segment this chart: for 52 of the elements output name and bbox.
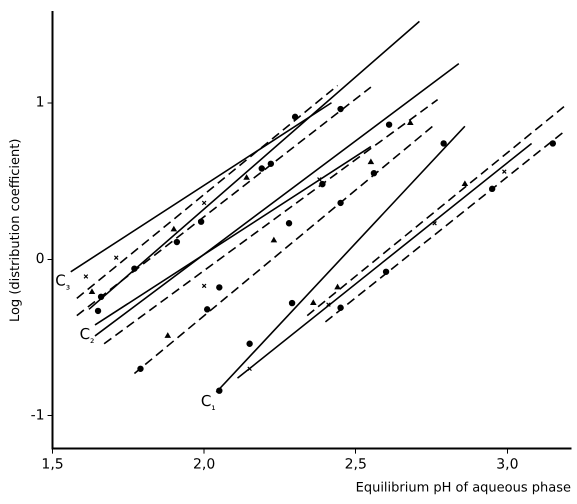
point xyxy=(488,186,496,192)
point xyxy=(550,140,556,147)
x-tick-label: 2,5 xyxy=(344,456,367,473)
y-tick-label: -1 xyxy=(30,407,45,424)
point xyxy=(89,288,95,294)
x-axis-title: Equilibrium pH of aqueous phase xyxy=(356,480,571,496)
point xyxy=(334,284,340,290)
point xyxy=(462,180,468,186)
point xyxy=(246,340,253,347)
point xyxy=(316,177,322,182)
point xyxy=(337,106,344,112)
point xyxy=(386,121,392,128)
point xyxy=(170,226,177,232)
point xyxy=(502,169,507,174)
point xyxy=(216,284,223,291)
point xyxy=(292,114,298,120)
point xyxy=(244,174,250,180)
point xyxy=(131,265,138,272)
point xyxy=(202,200,207,206)
point xyxy=(382,268,390,275)
x-tick-label: 2,0 xyxy=(193,456,216,473)
point xyxy=(370,170,378,176)
point xyxy=(271,237,277,242)
y-tick-label: 1 xyxy=(36,94,45,110)
point xyxy=(198,218,204,225)
point xyxy=(98,294,104,300)
point xyxy=(432,220,438,226)
x-tick-label: 3,0 xyxy=(496,456,518,473)
point xyxy=(94,308,102,314)
point xyxy=(286,220,292,226)
point xyxy=(337,304,344,311)
point xyxy=(204,306,210,313)
point xyxy=(174,238,180,246)
point xyxy=(114,255,119,260)
point xyxy=(319,180,326,188)
point xyxy=(326,302,331,308)
point xyxy=(258,165,265,172)
point xyxy=(337,200,344,206)
point xyxy=(83,274,88,279)
point xyxy=(164,332,171,338)
point xyxy=(310,300,316,305)
point xyxy=(288,300,296,306)
y-tick-label: 0 xyxy=(36,250,45,267)
point xyxy=(268,160,274,167)
x-tick-label: 1,5 xyxy=(41,456,64,473)
point xyxy=(407,120,414,126)
point xyxy=(440,140,447,147)
point xyxy=(137,366,144,372)
point xyxy=(216,388,223,394)
point xyxy=(247,366,252,372)
point xyxy=(202,283,207,288)
y-axis-title: Log (distribution coefficient) xyxy=(8,138,24,322)
